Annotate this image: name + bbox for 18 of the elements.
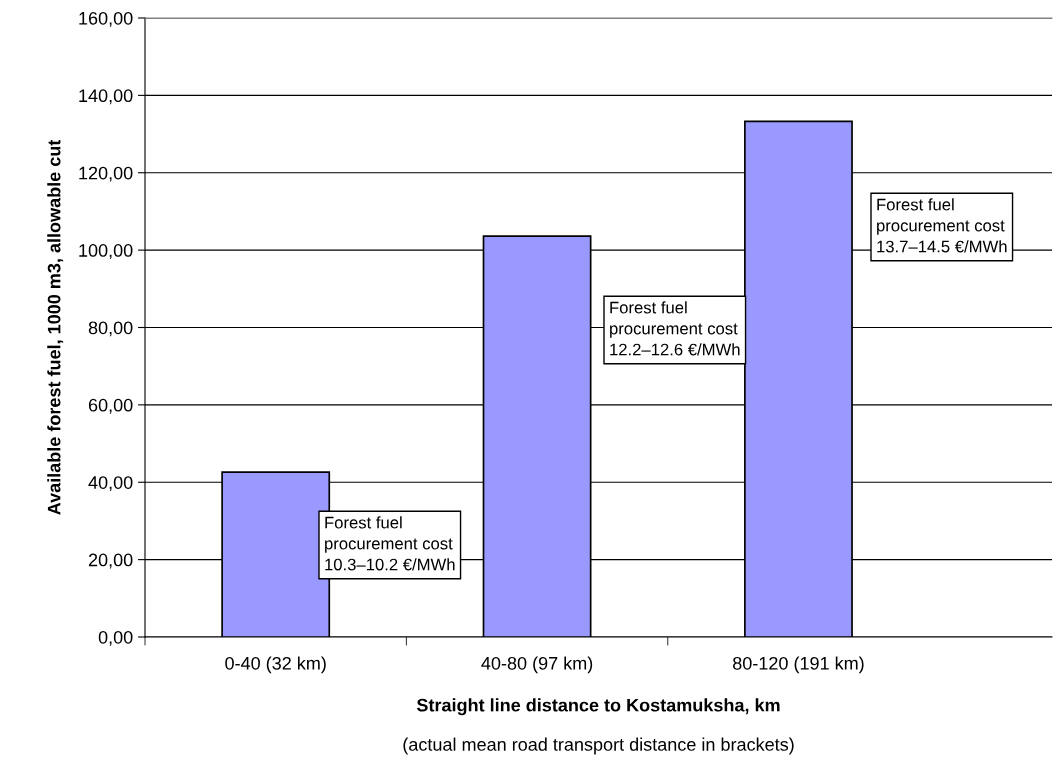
annotation: Forest fuel procurement cost 10.3–10.2 €/MWh [325, 516, 455, 571]
x-axis-title: Straight line distance to Kostamuksha, km [416, 698, 780, 716]
y-tick-label: 40,00 [88, 476, 133, 492]
annotation: Forest fuel procurement cost 12.2–12.6 €/MWh [610, 301, 740, 356]
y-tick-label: 100,00 [79, 244, 133, 259]
x-tick-label: 40-80 (97 km) [481, 656, 593, 674]
x-tick-label: 80-120 (191 km) [733, 656, 864, 674]
y-tick-label: 160,00 [79, 11, 133, 27]
y-tick-label: 60,00 [88, 398, 133, 414]
y-tick-label: 0,00 [98, 630, 133, 646]
y-tick-label: 80,00 [88, 321, 133, 337]
x-tick-label: 0-40 (32 km) [225, 656, 326, 674]
annotation: Forest fuel procurement cost 13.7–14.5 €/MWh [877, 198, 1007, 253]
text: (actual mean road transport distance in brackets) [403, 737, 794, 755]
y-axis-title: Available forest fuel, 1000 m3, allowable cut [47, 139, 64, 515]
y-tick-label: 20,00 [88, 553, 133, 569]
y-tick-label: 120,00 [79, 166, 133, 182]
y-tick-label: 140,00 [79, 89, 133, 105]
